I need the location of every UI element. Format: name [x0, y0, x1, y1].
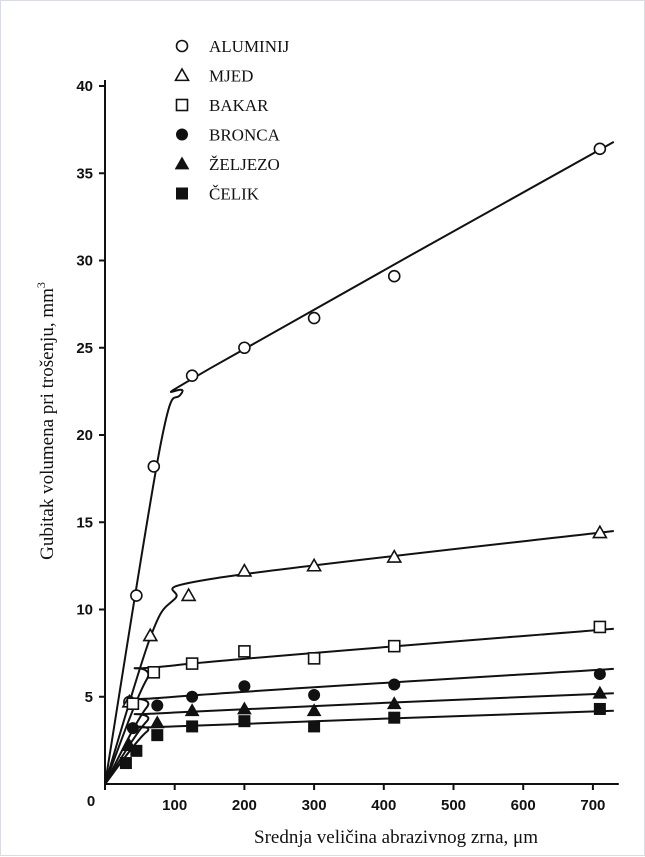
- legend-marker: [174, 67, 190, 82]
- data-markers: [119, 142, 608, 770]
- point-series-3: [186, 690, 199, 703]
- point-series-0: [593, 142, 607, 156]
- axes: [104, 80, 619, 785]
- point-series-1: [591, 524, 608, 539]
- curve-series-5: [104, 709, 614, 785]
- point-series-5: [119, 757, 132, 770]
- curve-series-2: [104, 627, 614, 785]
- point-series-0: [238, 341, 251, 355]
- origin-tick-label: 0: [87, 793, 95, 810]
- y-axis-title: Gubitak volumena pri trošenju, mm3: [34, 282, 58, 560]
- y-tick-label: 10: [76, 602, 93, 619]
- point-series-3: [388, 678, 401, 691]
- point-series-4: [306, 703, 322, 717]
- point-series-2: [387, 639, 401, 653]
- fit-curves: [104, 140, 615, 785]
- point-series-5: [238, 715, 251, 728]
- point-series-3: [126, 722, 139, 735]
- x-tick-label: 600: [511, 797, 536, 814]
- point-series-2: [593, 620, 607, 634]
- point-series-3: [308, 689, 321, 702]
- y-tick-label: 40: [76, 78, 93, 95]
- legend-marker: [174, 156, 190, 170]
- point-series-4: [149, 715, 165, 729]
- point-series-0: [130, 589, 143, 602]
- legend-marker: [176, 128, 188, 141]
- x-tick-label: 100: [162, 797, 187, 814]
- point-series-3: [593, 668, 606, 681]
- legend-label: ČELIK: [209, 185, 260, 204]
- legend-marker: [175, 39, 189, 53]
- point-series-5: [593, 702, 606, 715]
- y-tick-label: 30: [76, 253, 93, 270]
- point-series-5: [130, 744, 143, 757]
- point-series-5: [308, 720, 321, 733]
- point-series-3: [151, 699, 164, 712]
- point-series-5: [151, 729, 164, 742]
- point-series-4: [237, 701, 252, 715]
- point-series-4: [184, 703, 200, 717]
- point-series-5: [186, 720, 199, 733]
- point-series-2: [185, 657, 199, 670]
- x-tick-label: 200: [232, 797, 257, 814]
- point-series-1: [236, 562, 253, 577]
- point-series-2: [307, 652, 321, 665]
- point-series-2: [238, 645, 251, 658]
- legend: ALUMINIJ MJED BAKAR BRONCA ŽELJEZO ČELIK: [174, 37, 290, 204]
- point-series-0: [387, 269, 401, 283]
- point-series-1: [306, 557, 322, 572]
- legend-label: BAKAR: [209, 96, 269, 115]
- legend-label: MJED: [209, 67, 253, 86]
- y-axis-title-superscript: 3: [34, 282, 48, 288]
- x-axis-title: Srednja veličina abrazivnog zrna, μm: [254, 827, 538, 848]
- point-series-0: [147, 460, 161, 473]
- x-tick-label: 400: [371, 797, 396, 814]
- x-tick-label: 700: [580, 797, 605, 814]
- y-axis-title-text: Gubitak volumena pri trošenju, mm: [37, 288, 58, 560]
- curve-series-0: [104, 140, 615, 785]
- point-series-1: [386, 549, 403, 563]
- point-series-2: [126, 697, 140, 711]
- point-series-1: [180, 587, 197, 602]
- legend-marker: [175, 98, 189, 112]
- legend-marker: [176, 187, 188, 200]
- point-series-0: [307, 311, 321, 325]
- point-series-4: [386, 696, 402, 710]
- point-series-5: [388, 711, 401, 724]
- curve-series-1: [104, 529, 614, 785]
- point-series-3: [238, 680, 251, 693]
- y-tick-label: 20: [76, 427, 93, 444]
- legend-label: BRONCA: [209, 126, 281, 145]
- legend-label: ALUMINIJ: [209, 37, 290, 56]
- x-tick-label: 500: [441, 797, 466, 814]
- point-series-0: [185, 369, 199, 382]
- point-series-2: [147, 666, 161, 679]
- y-tick-label: 5: [85, 689, 93, 706]
- y-tick-label: 15: [76, 514, 93, 531]
- legend-label: ŽELJEZO: [209, 155, 280, 174]
- point-series-4: [592, 685, 608, 699]
- point-series-1: [142, 627, 159, 642]
- y-tick-label: 35: [76, 165, 93, 182]
- curve-series-4: [104, 692, 614, 785]
- x-tick-label: 300: [302, 797, 327, 814]
- y-tick-label: 25: [76, 340, 93, 357]
